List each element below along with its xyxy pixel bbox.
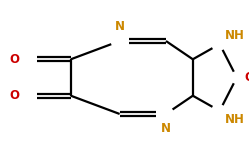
Text: O: O <box>9 89 20 102</box>
Text: NH: NH <box>225 113 245 126</box>
Text: N: N <box>161 122 171 135</box>
Text: O: O <box>9 53 20 66</box>
Text: NH: NH <box>225 29 245 42</box>
Text: N: N <box>115 20 124 33</box>
Text: O: O <box>244 71 249 84</box>
